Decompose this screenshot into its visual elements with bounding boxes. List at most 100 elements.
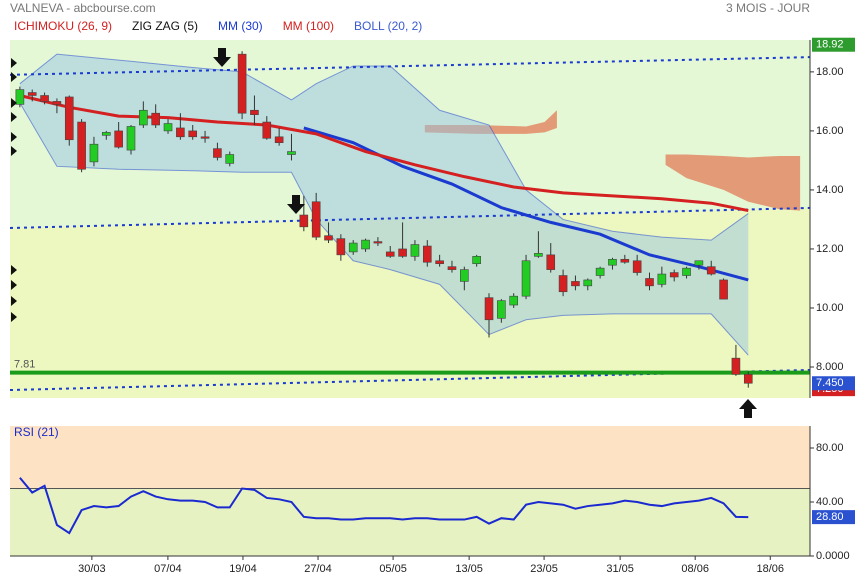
candle-body xyxy=(422,245,432,263)
candle-body xyxy=(435,260,444,265)
ichimoku-cloud xyxy=(665,154,801,211)
trend-line xyxy=(9,56,811,76)
down-arrow xyxy=(287,195,305,214)
candle-body xyxy=(410,244,420,257)
candle-body xyxy=(15,89,25,105)
legend-entry: ZIG ZAG (5) xyxy=(132,19,198,33)
candle-body xyxy=(571,281,580,287)
x-tick-label: 08/06 xyxy=(681,563,709,575)
rsi-lower-zone xyxy=(10,488,810,556)
x-tick-label: 31/05 xyxy=(606,563,634,575)
y-tick-label: 16.00 xyxy=(816,125,844,137)
rsi-line xyxy=(19,477,749,535)
signal-arrows xyxy=(11,48,757,418)
trend-line xyxy=(9,206,811,230)
candle-body xyxy=(534,253,543,257)
y-tick-label: 0.0000 xyxy=(816,550,850,562)
legend-entry: ICHIMOKU (26, 9) xyxy=(14,19,112,33)
rsi-value-box xyxy=(812,510,855,525)
candle-body xyxy=(743,374,753,384)
candle-body xyxy=(682,267,691,276)
x-tick-label: 23/05 xyxy=(530,563,558,575)
candle-body xyxy=(719,279,728,300)
candle-body xyxy=(200,136,210,139)
x-tick-label: 30/03 xyxy=(78,563,106,575)
level-label: 7.81 xyxy=(14,359,35,371)
x-tick-label: 19/04 xyxy=(229,563,257,575)
price-label-box xyxy=(812,376,855,391)
rsi-upper-zone xyxy=(10,426,810,489)
candle-body xyxy=(126,126,136,151)
candle-body xyxy=(657,273,667,285)
legend-entry: MM (30) xyxy=(218,19,263,33)
down-arrow xyxy=(213,48,231,67)
y-tick-label: 12.00 xyxy=(816,243,844,255)
candle-body xyxy=(151,112,160,126)
candle-body xyxy=(521,260,531,297)
candle-body xyxy=(250,109,259,115)
candle-body xyxy=(583,279,593,287)
candle-body xyxy=(262,121,272,139)
candle-body xyxy=(706,266,716,275)
candle-body xyxy=(188,130,198,138)
x-tick-label: 18/06 xyxy=(756,563,784,575)
candle-body xyxy=(460,269,469,282)
candle-body xyxy=(77,121,86,170)
candle-body xyxy=(114,130,123,148)
y-tick-label: 80.00 xyxy=(816,442,844,454)
legend-entry: BOLL (20, 2) xyxy=(354,19,422,33)
candle-body xyxy=(336,238,346,256)
candle-body xyxy=(225,154,235,164)
bollinger-lower xyxy=(19,102,749,356)
candle-body xyxy=(620,258,630,263)
candle-body xyxy=(472,256,481,265)
price-label: 7.450 xyxy=(816,377,844,389)
candle-body xyxy=(669,272,679,278)
candle-body xyxy=(213,148,222,158)
candle-body xyxy=(546,254,556,270)
candle-body xyxy=(52,101,62,105)
candle-body xyxy=(509,295,519,306)
candle-body xyxy=(385,251,395,257)
candle-body xyxy=(89,143,99,163)
candle-body xyxy=(484,297,494,321)
y-tick-label: 8.000 xyxy=(816,361,844,373)
price-label-box xyxy=(812,37,855,52)
candle-body xyxy=(324,235,333,241)
y-tick-label: 40.00 xyxy=(816,496,844,508)
x-tick-label: 07/04 xyxy=(154,563,182,575)
candle-body xyxy=(632,260,642,273)
candle-body xyxy=(731,357,741,375)
candle-body xyxy=(64,96,74,141)
y-tick-label: 14.00 xyxy=(816,184,844,196)
candle-body xyxy=(608,258,617,266)
candle-body xyxy=(398,248,407,257)
candle-body xyxy=(299,214,309,228)
candle-body xyxy=(27,92,37,96)
x-tick-label: 27/04 xyxy=(304,563,332,575)
candle-body xyxy=(361,239,370,250)
candle-body xyxy=(237,53,247,114)
up-arrow xyxy=(739,399,757,418)
candle-body xyxy=(139,109,148,126)
candle-body xyxy=(645,278,654,287)
rsi-title: RSI (21) xyxy=(14,425,59,439)
candle-body xyxy=(373,241,383,244)
zigzag-flags xyxy=(11,58,17,322)
candle-body xyxy=(101,132,111,136)
rsi-value-label: 28.80 xyxy=(816,511,844,523)
candle-body xyxy=(40,95,49,102)
candle-body xyxy=(311,201,321,238)
candle-body xyxy=(176,127,185,138)
candle-body xyxy=(447,266,457,270)
chart-title: VALNEVA - abcbourse.com xyxy=(10,1,156,15)
chart-subtitle: 3 MOIS - JOUR xyxy=(726,1,810,15)
candle-body xyxy=(595,267,605,276)
x-tick-label: 05/05 xyxy=(379,563,407,575)
x-tick-label: 13/05 xyxy=(455,563,483,575)
candle-body xyxy=(163,123,173,132)
candle-body xyxy=(348,242,358,253)
legend-entry: MM (100) xyxy=(283,19,334,33)
candle-body xyxy=(274,136,284,144)
candle-body xyxy=(287,151,296,155)
